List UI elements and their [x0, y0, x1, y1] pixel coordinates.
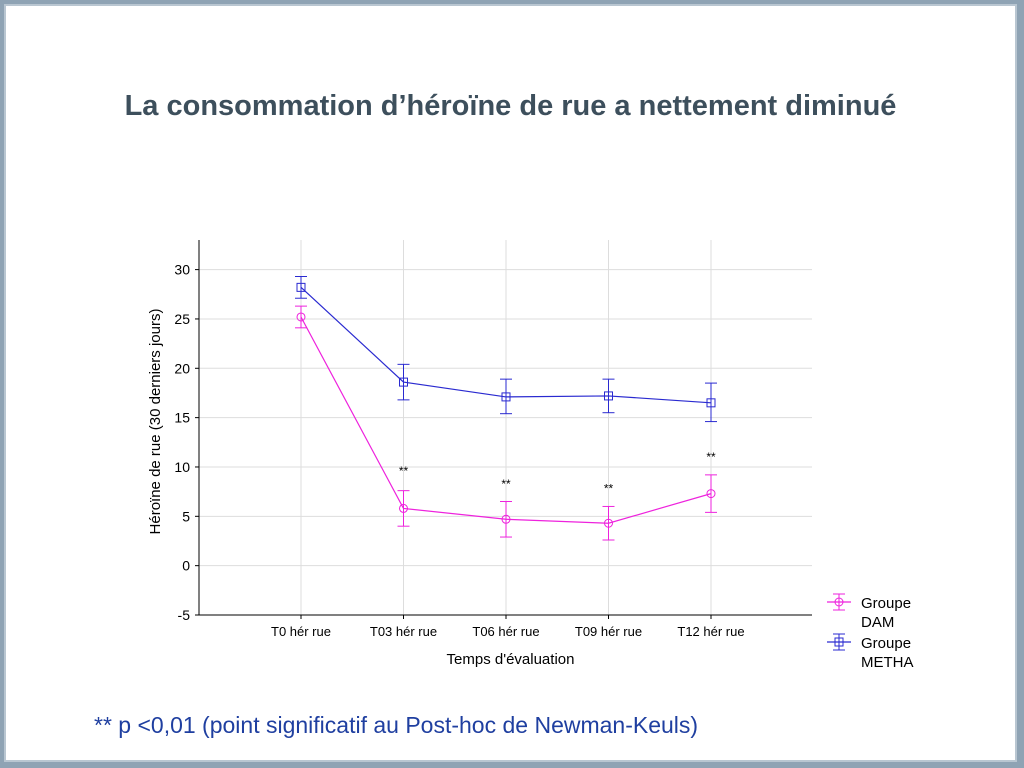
legend-label: METHA	[861, 654, 914, 671]
legend-marker-square	[834, 637, 844, 647]
y-tick-label: 0	[182, 558, 190, 574]
data-point-square	[706, 398, 716, 408]
x-tick-label: T03 hér rue	[370, 624, 437, 639]
data-point-square	[501, 392, 511, 402]
y-tick-label: 25	[174, 311, 190, 327]
x-tick-label: T06 hér rue	[472, 624, 539, 639]
significance-marker: **	[706, 450, 716, 464]
legend-label: DAM	[861, 614, 894, 631]
x-tick-label: T12 hér rue	[677, 624, 744, 639]
x-axis-label: Temps d'évaluation	[447, 651, 575, 668]
x-tick-label: T09 hér rue	[575, 624, 642, 639]
legend-label: Groupe	[861, 595, 911, 612]
data-point-circle	[399, 503, 408, 513]
significance-marker: **	[501, 477, 511, 491]
y-tick-label: 5	[182, 508, 190, 524]
significance-footnote: ** p <0,01 (point significatif au Post-h…	[94, 712, 699, 738]
x-tick-label: T0 hér rue	[271, 624, 331, 639]
data-point-circle	[604, 518, 613, 528]
data-point-square	[604, 391, 613, 401]
y-tick-label: 30	[174, 262, 190, 278]
significance-marker: **	[399, 464, 409, 478]
y-tick-label: 15	[174, 410, 190, 426]
slide: La consommation d’héroïne de rue a nette…	[4, 4, 1017, 762]
data-point-circle	[296, 312, 306, 322]
y-tick-label: -5	[178, 607, 191, 623]
legend-label: Groupe	[861, 635, 911, 652]
significance-marker: **	[604, 482, 614, 496]
y-tick-label: 10	[174, 459, 190, 475]
data-point-square	[399, 377, 408, 387]
data-point-circle	[706, 489, 716, 499]
slide-title: La consommation d’héroïne de rue a nette…	[124, 90, 897, 122]
data-point-circle	[501, 514, 511, 524]
y-tick-label: 20	[174, 360, 190, 376]
data-point-square	[296, 282, 306, 292]
y-axis-label: Héroïne de rue (30 derniers jours)	[147, 309, 164, 535]
legend-marker-circle	[834, 597, 844, 607]
